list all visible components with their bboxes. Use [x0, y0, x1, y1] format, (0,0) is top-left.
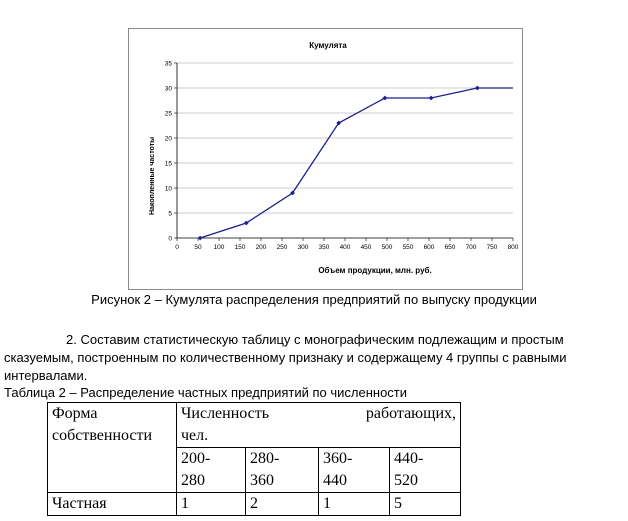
- x-tick-label: 0: [175, 244, 179, 251]
- col-header-ownership-line2: собственности: [52, 427, 153, 444]
- y-tick-label: 30: [165, 86, 173, 93]
- x-tick-label: 650: [445, 244, 456, 251]
- y-tick-label: 15: [165, 161, 173, 168]
- table-title: Таблица 2 – Распределение частных предпр…: [4, 385, 408, 400]
- paragraph-line-3: интервалами.: [4, 368, 88, 383]
- x-tick-label: 450: [361, 244, 372, 251]
- y-tick-label: 0: [168, 236, 172, 243]
- interval-header-line2: 280: [181, 472, 205, 489]
- group-header-employees: Численность работающих, чел.: [176, 402, 461, 448]
- table-row: Частная 1 2 1 5: [47, 492, 461, 516]
- x-tick-label: 700: [466, 244, 477, 251]
- series-line: [199, 87, 513, 239]
- y-tick-label: 35: [165, 61, 173, 68]
- x-tick-label: 750: [487, 244, 498, 251]
- data-point: [243, 220, 249, 226]
- group-header-word1: Численность: [181, 405, 270, 422]
- distribution-table: Форма собственности Численность работающ…: [47, 402, 461, 516]
- figure-caption: Рисунок 2 – Кумулята распределения предп…: [91, 292, 537, 307]
- group-header-line2: чел.: [181, 427, 209, 444]
- group-header-line1: Численность работающих,: [181, 403, 456, 425]
- data-point: [474, 85, 480, 91]
- x-tick-label: 50: [194, 244, 202, 251]
- interval-header-line1: 440-: [394, 450, 424, 467]
- col-header-ownership: Форма собственности: [47, 402, 177, 493]
- x-tick-label: 250: [277, 244, 288, 251]
- interval-header-row: 200- 280 280- 360 360- 440 440- 520: [48, 447, 461, 493]
- data-point: [197, 235, 203, 241]
- row-value: 1: [176, 492, 246, 516]
- col-header-ownership-line1: Форма: [52, 405, 98, 422]
- paragraph-line-2: сказуемым, построенным по количественном…: [4, 350, 567, 365]
- cumulative-chart: Кумулята Накопленные частоты Объем проду…: [149, 41, 519, 275]
- paragraph-line-1: 2. Составим статистическую таблицу с мон…: [66, 332, 564, 347]
- interval-header: 280- 360: [245, 447, 319, 493]
- x-tick-label: 350: [319, 244, 330, 251]
- table-header-row: Форма собственности Численность работающ…: [47, 402, 461, 493]
- x-tick-label: 400: [340, 244, 351, 251]
- x-tick-label: 300: [298, 244, 309, 251]
- interval-header-line1: 280-: [250, 450, 280, 467]
- x-tick-label: 600: [424, 244, 435, 251]
- interval-header-line2: 360: [250, 472, 274, 489]
- interval-header: 440- 520: [389, 447, 461, 493]
- x-tick-label: 500: [382, 244, 393, 251]
- interval-header: 360- 440: [318, 447, 390, 493]
- interval-header-line2: 520: [394, 472, 418, 489]
- chart-title: Кумулята: [309, 41, 347, 50]
- interval-header-line1: 360-: [323, 450, 353, 467]
- x-axis-label: Объем продукции, млн. руб.: [318, 266, 431, 275]
- y-tick-label: 20: [165, 136, 173, 143]
- data-point: [428, 95, 434, 101]
- y-tick-label: 10: [165, 186, 173, 193]
- interval-header-line1: 200-: [181, 450, 211, 467]
- row-value: 2: [245, 492, 319, 516]
- row-value: 5: [389, 492, 461, 516]
- row-value: 1: [318, 492, 390, 516]
- chart-frame: [128, 28, 523, 290]
- row-label: Частная: [47, 492, 177, 516]
- interval-header: 200- 280: [176, 447, 246, 493]
- x-tick-label: 200: [256, 244, 267, 251]
- x-tick-label: 100: [214, 244, 225, 251]
- x-tick-label: 150: [235, 244, 246, 251]
- x-tick-label: 800: [508, 244, 519, 251]
- y-tick-label: 5: [168, 211, 172, 218]
- interval-header-line2: 440: [323, 472, 347, 489]
- y-tick-label: 25: [165, 111, 173, 118]
- data-point: [336, 120, 342, 126]
- group-header-word2: работающих,: [365, 405, 456, 422]
- data-point: [382, 95, 388, 101]
- y-axis-label: Накопленные частоты: [149, 137, 156, 215]
- x-tick-label: 550: [403, 244, 414, 251]
